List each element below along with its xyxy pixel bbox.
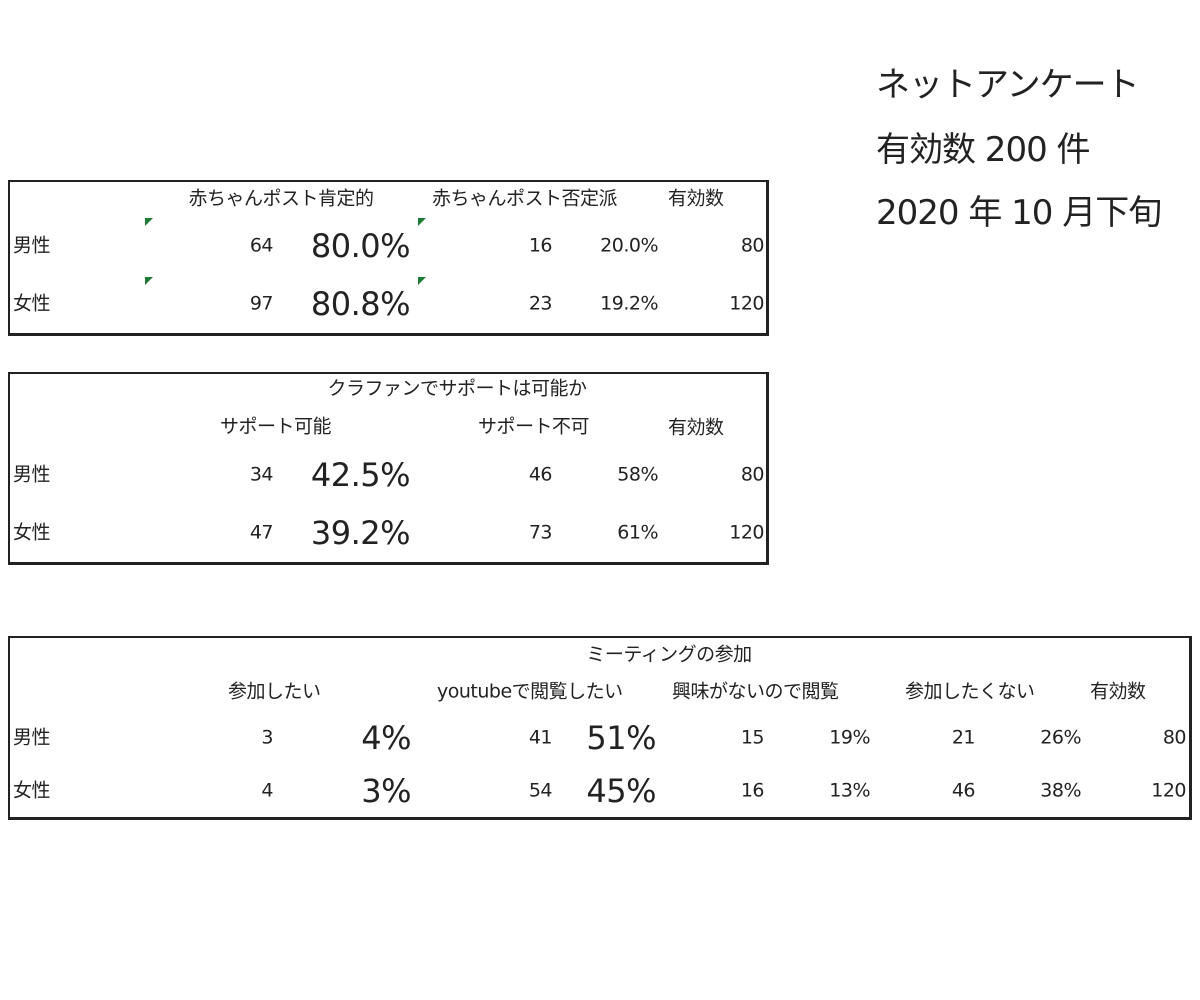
row-label: 女性 — [13, 292, 51, 315]
header-support-yes: サポート可能 — [220, 415, 332, 438]
cell[interactable]: 4% — [361, 719, 411, 757]
cell[interactable]: 80.0% — [310, 227, 411, 265]
cell[interactable]: 80 — [740, 234, 765, 257]
row-label: 男性 — [13, 234, 51, 257]
header-positive: 赤ちゃんポスト肯定的 — [188, 187, 374, 210]
header-support-no: サポート不可 — [478, 415, 590, 438]
header-youtube: youtubeで閲覧したい — [437, 680, 623, 703]
table-meeting — [8, 636, 1192, 820]
cell[interactable]: 3% — [361, 772, 411, 810]
header-not-interested: 興味がないので閲覧 — [672, 680, 839, 703]
table-title: ミーティングの参加 — [586, 643, 752, 666]
cell[interactable]: 80 — [1162, 726, 1187, 749]
cell[interactable]: 42.5% — [310, 456, 411, 494]
cell[interactable]: 41 — [528, 726, 553, 749]
cell[interactable]: 64 — [249, 234, 274, 257]
row-label: 男性 — [13, 726, 51, 749]
cell[interactable]: 47 — [249, 521, 274, 544]
cell[interactable]: 80.8% — [310, 285, 411, 323]
table-title: クラファンでサポートは可能か — [327, 377, 587, 400]
row-label: 男性 — [13, 463, 51, 486]
cell[interactable]: 51% — [586, 719, 656, 757]
header-total: 有効数 — [1090, 680, 1146, 703]
cell[interactable]: 80 — [740, 463, 765, 486]
side-valid-count: 有効数 200 件 — [876, 130, 1091, 170]
cell[interactable]: 58% — [617, 463, 658, 486]
cell[interactable]: 21 — [951, 726, 976, 749]
table-crowdfunding — [8, 372, 769, 565]
cell[interactable]: 20.0% — [600, 234, 658, 257]
cell[interactable]: 97 — [249, 292, 274, 315]
header-total: 有効数 — [668, 416, 724, 439]
cell[interactable]: 38% — [1040, 779, 1081, 802]
table-baby-post — [8, 180, 769, 336]
error-indicator-icon[interactable] — [145, 218, 153, 226]
header-attend: 参加したい — [228, 680, 321, 703]
side-title: ネットアンケート — [876, 65, 1140, 105]
row-label: 女性 — [13, 779, 51, 802]
cell[interactable]: 13% — [829, 779, 870, 802]
header-not-attend: 参加したくない — [905, 680, 1035, 703]
cell[interactable]: 39.2% — [310, 514, 411, 552]
cell[interactable]: 46 — [951, 779, 976, 802]
cell[interactable]: 120 — [729, 521, 764, 544]
cell[interactable]: 23 — [528, 292, 553, 315]
error-indicator-icon[interactable] — [418, 277, 426, 285]
header-total: 有効数 — [668, 187, 724, 210]
header-negative: 赤ちゃんポスト否定派 — [432, 187, 618, 210]
cell[interactable]: 4 — [261, 779, 273, 802]
error-indicator-icon[interactable] — [418, 218, 426, 226]
cell[interactable]: 26% — [1040, 726, 1081, 749]
error-indicator-icon[interactable] — [145, 277, 153, 285]
side-date: 2020 年 10 月下旬 — [876, 193, 1162, 233]
cell[interactable]: 3 — [261, 726, 273, 749]
cell[interactable]: 73 — [528, 521, 553, 544]
cell[interactable]: 19% — [829, 726, 870, 749]
cell[interactable]: 120 — [1151, 779, 1186, 802]
cell[interactable]: 16 — [740, 779, 765, 802]
cell[interactable]: 61% — [617, 521, 658, 544]
cell[interactable]: 34 — [249, 463, 274, 486]
cell[interactable]: 19.2% — [600, 292, 658, 315]
cell[interactable]: 54 — [528, 779, 553, 802]
cell[interactable]: 46 — [528, 463, 553, 486]
cell[interactable]: 15 — [740, 726, 765, 749]
cell[interactable]: 45% — [586, 772, 656, 810]
row-label: 女性 — [13, 521, 51, 544]
cell[interactable]: 16 — [528, 234, 553, 257]
cell[interactable]: 120 — [729, 292, 764, 315]
